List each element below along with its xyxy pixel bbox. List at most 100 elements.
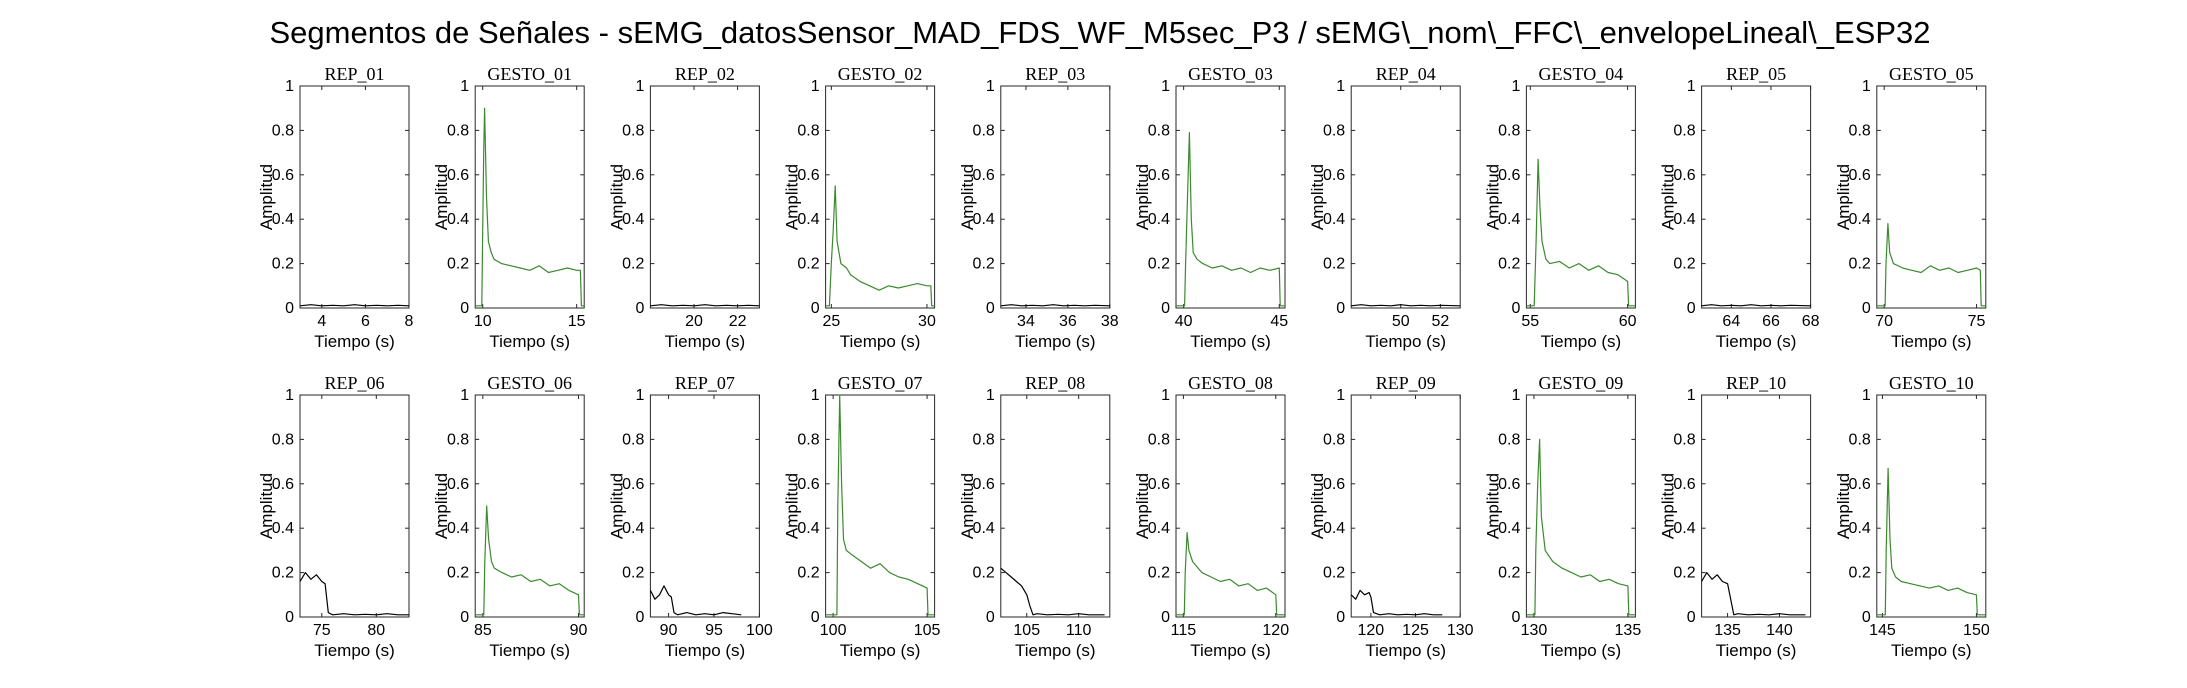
y-tick-label: 0.2 — [973, 256, 995, 273]
signal-line — [1876, 223, 1986, 307]
plot-area — [1000, 394, 1111, 618]
y-tick-label: 0.2 — [1498, 565, 1520, 582]
signal-line — [650, 304, 760, 307]
x-tick-label: 70 — [1875, 313, 1893, 330]
signal-line — [825, 394, 935, 616]
subplot-title: GESTO_01 — [487, 64, 572, 84]
subplot: 0 0.2 0.4 0.6 0.8 1 100 105 GESTO_07 Tiempo (s) Am… — [783, 373, 941, 660]
subplot-title: GESTO_04 — [1539, 64, 1624, 84]
y-tick-label: 0.4 — [1323, 520, 1345, 537]
y-tick-label: 0.4 — [622, 211, 644, 228]
subplot: 0 0.2 0.4 0.6 0.8 1 50 52 REP_04 Tiempo (s) Amplit… — [1308, 64, 1461, 351]
y-tick-label: 0 — [1161, 300, 1170, 317]
plot-area — [1525, 394, 1636, 618]
subplot: 0 0.2 0.4 0.6 0.8 1 145 150 GESTO_10 Tiempo (s) Am… — [1834, 373, 1990, 660]
y-tick-label: 0.6 — [1498, 167, 1520, 184]
x-axis-label: Tiempo (s) — [665, 641, 746, 660]
y-axis-label: Amplitud — [432, 473, 451, 539]
y-tick-label: 0.4 — [447, 520, 469, 537]
y-tick-label: 0.2 — [1323, 565, 1345, 582]
y-tick-label: 1 — [1336, 387, 1345, 404]
signal-line — [825, 185, 935, 307]
x-axis-label: Tiempo (s) — [840, 332, 921, 351]
y-tick-label: 1 — [460, 387, 469, 404]
x-tick-label: 100 — [820, 622, 847, 639]
y-axis-label: Amplitud — [257, 164, 276, 230]
y-tick-label: 0 — [285, 609, 294, 626]
y-tick-label: 0.2 — [797, 256, 819, 273]
y-tick-label: 0.4 — [973, 211, 995, 228]
plot-area — [474, 85, 585, 309]
x-axis-label: Tiempo (s) — [1716, 641, 1797, 660]
plot-area — [299, 394, 410, 618]
y-tick-label: 1 — [1511, 387, 1520, 404]
plot-area — [1175, 394, 1286, 618]
x-axis-label: Tiempo (s) — [1190, 641, 1271, 660]
signal-line — [475, 107, 585, 307]
x-axis-label: Tiempo (s) — [1891, 332, 1972, 351]
x-tick-label: 120 — [1358, 622, 1385, 639]
y-tick-label: 0.8 — [622, 122, 644, 139]
x-axis-label: Tiempo (s) — [1365, 641, 1446, 660]
y-tick-label: 0.8 — [797, 122, 819, 139]
y-tick-label: 1 — [1687, 387, 1696, 404]
subplot-title: REP_01 — [324, 64, 384, 84]
signal-line — [1351, 304, 1461, 307]
plot-area — [474, 394, 585, 618]
y-tick-label: 0.8 — [973, 122, 995, 139]
y-tick-label: 0.4 — [797, 211, 819, 228]
y-tick-label: 0.4 — [1498, 520, 1520, 537]
y-tick-label: 0.4 — [1849, 211, 1871, 228]
x-tick-label: 130 — [1447, 622, 1474, 639]
y-tick-label: 0.6 — [272, 167, 294, 184]
subplot: 0 0.2 0.4 0.6 0.8 1 120 125 130 REP_09 Tiempo (s) A… — [1308, 373, 1473, 660]
subplot-title: GESTO_07 — [838, 373, 923, 393]
y-tick-label: 1 — [1511, 78, 1520, 95]
y-axis-label: Amplitud — [607, 473, 626, 539]
y-tick-label: 0 — [1687, 609, 1696, 626]
plot-area — [825, 394, 936, 618]
signal-line — [1176, 132, 1285, 307]
y-tick-label: 0.4 — [973, 520, 995, 537]
x-tick-label: 40 — [1175, 313, 1193, 330]
x-tick-label: 125 — [1402, 622, 1429, 639]
x-tick-label: 110 — [1066, 622, 1092, 639]
subplot: 0 0.2 0.4 0.6 0.8 1 90 95 100 REP_07 Tiempo (s) Amp… — [607, 373, 772, 660]
y-tick-label: 0.8 — [622, 431, 644, 448]
signal-line — [1701, 571, 1806, 616]
y-tick-label: 0 — [1336, 300, 1345, 317]
y-tick-label: 0.6 — [1849, 167, 1871, 184]
subplot: 0 0.2 0.4 0.6 0.8 1 34 36 38 REP_03 Tiempo (s) Ampl… — [958, 64, 1119, 351]
y-tick-label: 0 — [635, 609, 644, 626]
x-tick-label: 145 — [1869, 622, 1896, 639]
x-axis-label: Tiempo (s) — [1891, 641, 1972, 660]
y-tick-label: 0.2 — [272, 256, 294, 273]
y-axis-label: Amplitud — [257, 473, 276, 539]
y-tick-label: 0.8 — [1148, 122, 1170, 139]
x-axis-label: Tiempo (s) — [314, 641, 395, 660]
y-tick-label: 0.6 — [1849, 476, 1871, 493]
y-tick-label: 1 — [1687, 78, 1696, 95]
subplot: 0 0.2 0.4 0.6 0.8 1 75 80 REP_06 Tiempo (s) Amplit… — [257, 373, 410, 660]
y-tick-label: 0.2 — [447, 565, 469, 582]
x-tick-label: 80 — [367, 622, 385, 639]
y-tick-label: 0.4 — [1498, 211, 1520, 228]
y-tick-label: 0.8 — [1323, 122, 1345, 139]
y-tick-label: 1 — [986, 387, 995, 404]
y-tick-label: 0.2 — [1498, 256, 1520, 273]
subplot-title: REP_06 — [324, 373, 384, 393]
subplot-title: REP_08 — [1025, 373, 1085, 393]
subplot-title: REP_05 — [1726, 64, 1786, 84]
x-tick-label: 135 — [1714, 622, 1741, 639]
x-tick-label: 105 — [1013, 622, 1040, 639]
y-tick-label: 0.6 — [1323, 167, 1345, 184]
subplot: 0 0.2 0.4 0.6 0.8 1 115 120 GESTO_08 Tiempo (s) Am… — [1133, 373, 1289, 660]
y-tick-label: 0 — [1336, 609, 1345, 626]
y-axis-label: Amplitud — [1308, 164, 1327, 230]
x-tick-label: 22 — [729, 313, 747, 330]
y-tick-label: 0.6 — [447, 476, 469, 493]
subplot-title: REP_10 — [1726, 373, 1786, 393]
y-tick-label: 0.4 — [272, 211, 294, 228]
y-tick-label: 0 — [460, 300, 469, 317]
y-tick-label: 0 — [1862, 300, 1871, 317]
